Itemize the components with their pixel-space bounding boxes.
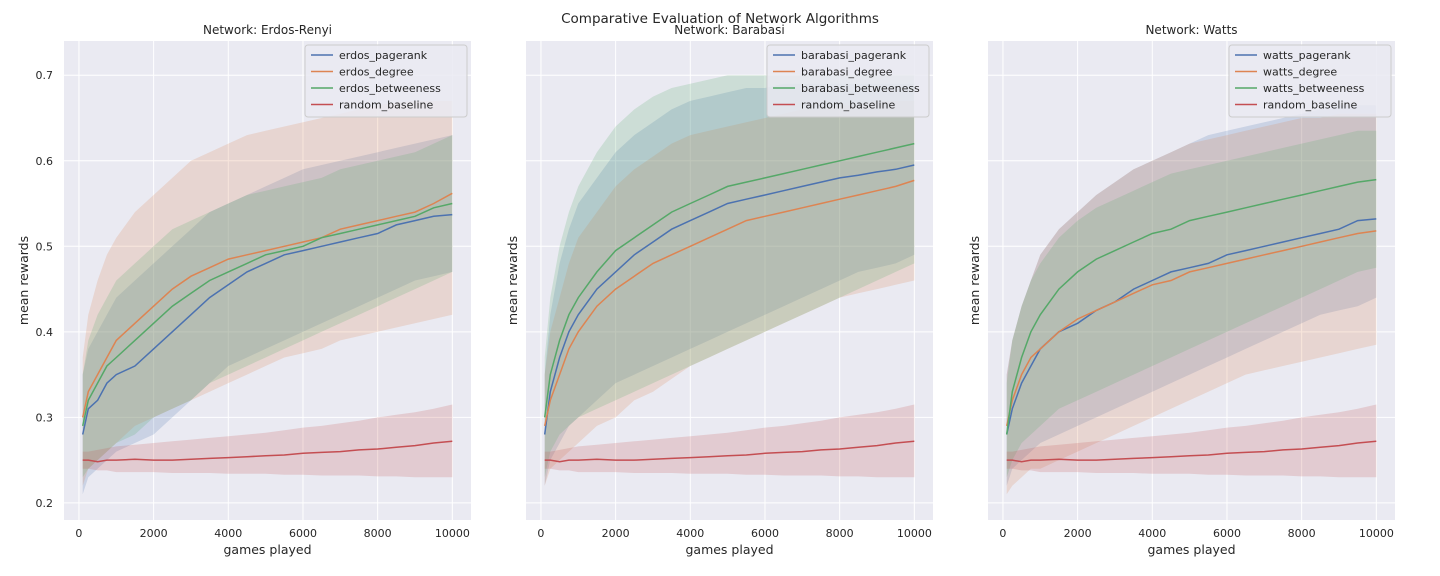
line-random_baseline [1006,440,1377,463]
legend-label: erdos_betweeness [339,82,441,95]
x-tick-label: 8000 [364,527,392,540]
x-tick-label: 8000 [826,527,854,540]
x-tick-label: 10000 [897,527,932,540]
line-random_baseline [82,440,453,463]
x-tick-label: 4000 [676,527,704,540]
y-tick-label: 0.7 [36,69,54,82]
y-axis-label: mean rewards [967,236,982,325]
y-tick-label: 0.5 [36,240,54,253]
legend: barabasi_pagerank barabasi_degree barabasi… [766,44,930,118]
legend-frame [304,44,468,118]
legend-label: barabasi_degree [801,66,893,79]
line-barabasi_pagerank [543,164,915,435]
band-erdos_betweeness [82,135,453,478]
legend-label: watts_pagerank [1263,49,1351,62]
band-watts_betweeness [1006,130,1377,478]
subplot-title: Network: Watts [1145,23,1237,37]
x-tick-label: 10000 [1359,527,1394,540]
plot-area [988,41,1395,520]
band-barabasi_degree [544,100,915,486]
legend-label: barabasi_pagerank [801,49,907,62]
subplot-0: 0 2000 4000 6000 8000 10000 0.2 0.3 0.4 0.5 0.6 0.7… [16,23,471,557]
x-tick-label: 10000 [435,527,470,540]
x-tick-label: 6000 [751,527,779,540]
subplot-title: Network: Erdos-Renyi [203,23,332,37]
band-random_baseline [544,404,915,478]
legend-label: watts_betweeness [1263,82,1365,95]
band-random_baseline [82,404,453,478]
x-tick-label: 0 [537,527,544,540]
x-tick-label: 4000 [214,527,242,540]
x-axis-label: games played [223,542,311,557]
band-barabasi_pagerank [544,83,915,486]
legend-label: random_baseline [339,99,433,112]
x-tick-label: 2000 [1064,527,1092,540]
x-tick-label: 4000 [1138,527,1166,540]
band-barabasi_betweeness [544,75,915,478]
x-tick-label: 0 [999,527,1006,540]
line-random_baseline [544,440,915,463]
x-tick-label: 2000 [140,527,168,540]
x-tick-label: 2000 [602,527,630,540]
line-watts_degree [1005,230,1377,427]
subplot-1: 0 2000 4000 6000 8000 10000 Network: Barabasi g… [505,23,933,557]
x-tick-label: 6000 [1213,527,1241,540]
legend: watts_pagerank watts_degree watts_betweene… [1228,44,1392,118]
line-barabasi_betweeness [543,142,915,418]
band-watts_degree [1006,113,1377,495]
band-random_baseline [1006,404,1377,478]
x-tick-label: 6000 [289,527,317,540]
line-watts_betweeness [1005,178,1377,435]
y-tick-label: 0.4 [36,326,54,339]
legend-frame [1228,44,1392,118]
subplot-title: Network: Barabasi [674,23,784,37]
subplot-2: 0 2000 4000 6000 8000 10000 Network: Watts game… [967,23,1395,557]
line-erdos_pagerank [81,213,453,435]
legend-label: erdos_pagerank [339,49,428,62]
plot-area [64,41,471,520]
legend: erdos_pagerank erdos_degree erdos_betweene… [304,44,468,118]
y-tick-label: 0.3 [36,411,54,424]
band-watts_pagerank [1006,105,1377,486]
x-tick-label: 0 [75,527,82,540]
y-tick-label: 0.6 [36,155,54,168]
legend-label: erdos_degree [339,66,414,79]
legend-label: random_baseline [1263,99,1357,112]
line-watts_pagerank [1005,218,1377,435]
x-axis-label: games played [1147,542,1235,557]
line-erdos_betweeness [81,202,453,427]
y-axis-label: mean rewards [16,236,31,325]
legend-label: barabasi_betweeness [801,82,920,95]
y-tick-label: 0.2 [36,497,54,510]
figure-title: Comparative Evaluation of Network Algori… [561,11,879,27]
x-tick-label: 8000 [1288,527,1316,540]
plot-area [526,41,933,520]
x-axis-label: games played [685,542,773,557]
legend-label: random_baseline [801,99,895,112]
band-erdos_degree [82,100,453,486]
y-axis-label: mean rewards [505,236,520,325]
line-erdos_degree [81,192,453,418]
legend-label: watts_degree [1263,66,1337,79]
line-barabasi_degree [543,179,915,427]
legend-frame [766,44,930,118]
